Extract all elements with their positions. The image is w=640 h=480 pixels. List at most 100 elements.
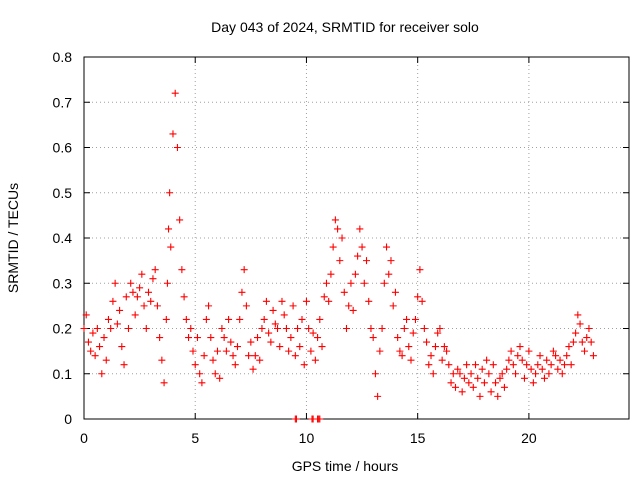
data-point <box>376 347 384 355</box>
data-point <box>96 343 104 351</box>
data-point <box>129 288 137 296</box>
data-point <box>411 315 419 323</box>
data-point <box>434 329 442 337</box>
data-point <box>460 374 468 382</box>
data-point <box>525 347 533 355</box>
data-point <box>485 370 493 378</box>
data-point <box>256 356 264 364</box>
data-point <box>538 365 546 373</box>
data-point <box>240 266 248 274</box>
chart-title: Day 043 of 2024, SRMTID for receiver sol… <box>211 19 479 35</box>
data-point <box>267 338 275 346</box>
data-point <box>356 225 364 233</box>
data-point <box>113 320 121 328</box>
data-point <box>391 288 399 296</box>
data-point <box>318 343 326 351</box>
data-point <box>445 361 453 369</box>
data-point <box>581 347 589 355</box>
data-point <box>89 329 97 337</box>
data-point <box>549 347 557 355</box>
data-point <box>447 379 455 387</box>
data-point <box>322 279 330 287</box>
data-point <box>180 293 188 301</box>
data-point <box>387 257 395 265</box>
data-point <box>589 352 597 360</box>
data-point <box>280 311 288 319</box>
data-point <box>165 225 173 233</box>
data-point <box>120 361 128 369</box>
y-tick-label: 0.8 <box>53 49 73 65</box>
data-point <box>338 234 346 242</box>
data-point <box>153 302 161 310</box>
data-point <box>400 325 408 332</box>
data-point <box>229 352 237 360</box>
y-axis-label: SRMTID / TECUs <box>5 183 21 293</box>
data-point <box>543 356 551 364</box>
data-point <box>383 243 391 251</box>
data-point <box>111 279 119 287</box>
data-point <box>202 315 210 323</box>
data-point <box>254 334 262 342</box>
data-point <box>472 361 480 369</box>
data-point <box>574 311 582 319</box>
data-point <box>222 347 230 355</box>
data-point <box>534 361 542 369</box>
data-point <box>87 347 95 355</box>
data-point <box>167 243 175 251</box>
data-point <box>351 270 359 278</box>
data-point <box>247 338 255 346</box>
data-point <box>378 325 386 332</box>
data-point <box>124 325 132 332</box>
data-point <box>556 356 564 364</box>
data-point <box>578 338 586 346</box>
data-point <box>331 216 339 224</box>
data-point <box>220 334 228 342</box>
data-point <box>512 370 520 378</box>
data-point <box>385 270 393 278</box>
data-point <box>496 374 504 382</box>
x-tick-label: 0 <box>80 430 88 446</box>
data-point <box>489 361 497 369</box>
data-point <box>160 379 168 387</box>
data-point <box>583 334 591 342</box>
x-tick-label: 10 <box>299 430 315 446</box>
data-point <box>311 356 319 364</box>
data-point <box>365 297 373 305</box>
data-point <box>527 365 535 373</box>
data-point <box>423 338 431 346</box>
data-point <box>371 370 379 378</box>
data-point <box>467 370 475 378</box>
data-point <box>449 370 457 378</box>
x-axis-label: GPS time / hours <box>292 458 399 474</box>
data-point <box>140 302 148 310</box>
data-point <box>291 352 299 360</box>
data-point <box>294 325 302 332</box>
data-point <box>138 270 146 278</box>
data-point <box>518 356 526 364</box>
y-tick-label: 0 <box>64 411 72 427</box>
data-point <box>425 361 433 369</box>
data-point <box>405 343 413 351</box>
data-point <box>82 311 90 319</box>
y-tick-label: 0.2 <box>53 321 73 337</box>
data-point <box>540 374 548 382</box>
data-point <box>218 325 226 332</box>
data-point <box>216 374 224 382</box>
data-point <box>147 297 155 305</box>
data-point <box>127 279 135 287</box>
data-point <box>349 306 357 314</box>
data-point <box>149 275 157 283</box>
data-point <box>156 334 164 342</box>
data-point <box>145 288 153 296</box>
data-point <box>169 130 177 138</box>
data-point <box>334 225 342 233</box>
data-point <box>249 365 257 373</box>
data-point <box>456 370 464 378</box>
data-point <box>429 370 437 378</box>
data-point <box>342 325 350 332</box>
data-point <box>158 356 166 364</box>
data-point <box>84 338 92 346</box>
data-point <box>503 365 511 373</box>
x-tick-label: 20 <box>521 430 537 446</box>
data-point <box>587 338 595 346</box>
